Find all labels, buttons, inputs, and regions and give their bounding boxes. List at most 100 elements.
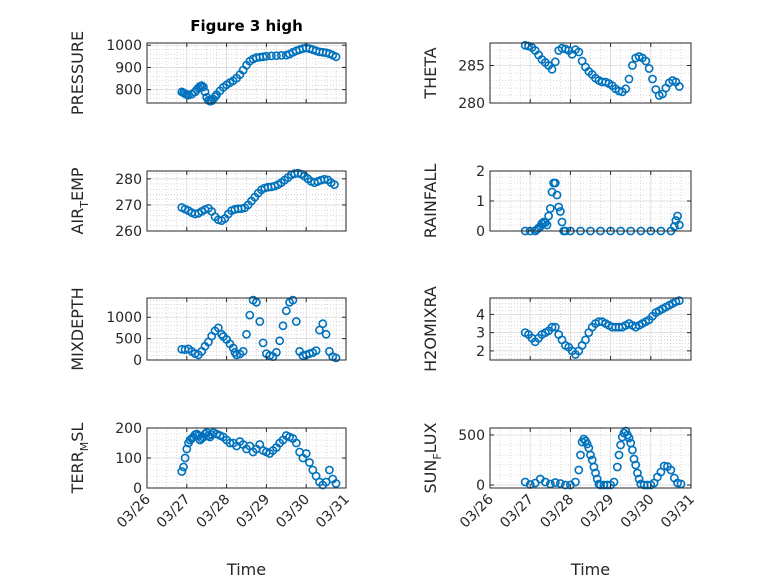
data-point xyxy=(674,82,684,91)
data-point xyxy=(673,211,682,221)
data-point xyxy=(321,329,331,339)
y-tick-label: 1000 xyxy=(106,310,142,326)
y-tick-label: 1000 xyxy=(106,38,142,54)
data-point xyxy=(669,222,679,231)
x-tick-label: 03/31 xyxy=(313,492,353,532)
x-tick-label: 03/31 xyxy=(658,492,698,532)
data-point xyxy=(616,440,625,450)
data-point xyxy=(557,217,567,227)
axes-frame xyxy=(489,297,692,361)
y-tick-label: 285 xyxy=(458,59,485,75)
subplot-air-temp: 260 270 280 AIRTEMP xyxy=(68,167,347,240)
data-point xyxy=(621,84,631,94)
data-point xyxy=(582,439,592,449)
data-point xyxy=(311,346,321,355)
data-point xyxy=(217,329,226,339)
x-tick-label: 03/28 xyxy=(537,492,577,532)
data-point xyxy=(261,51,271,61)
data-point xyxy=(278,321,288,331)
y-axis-label: TERRMSL xyxy=(68,423,91,495)
data-point xyxy=(276,51,286,60)
scatter-series xyxy=(177,168,339,225)
scatter-series xyxy=(177,428,341,490)
data-point xyxy=(554,202,564,212)
y-tick-label: 4 xyxy=(476,307,485,323)
data-point xyxy=(271,347,281,357)
data-point xyxy=(641,56,651,66)
y-tick-label: 100 xyxy=(115,451,142,467)
data-point xyxy=(550,322,560,332)
subplot-pressure: 800 900 1000 PRESSURE xyxy=(68,31,347,115)
data-point xyxy=(281,306,291,316)
data-point xyxy=(542,220,552,230)
data-point xyxy=(251,297,261,307)
x-tick-label: 03/29 xyxy=(578,492,618,532)
scatter-series xyxy=(520,296,684,359)
data-point xyxy=(629,454,639,464)
data-point xyxy=(550,478,560,487)
data-point xyxy=(589,462,599,472)
axes-frame xyxy=(146,42,347,104)
y-axis-label: SUNFLUX xyxy=(421,422,444,493)
data-point xyxy=(634,474,644,484)
subplot-rainfall: 0 1 2 RAINFALL xyxy=(421,164,692,240)
data-point xyxy=(544,211,553,221)
data-point xyxy=(644,64,654,73)
subplot-mixdepth: 0 500 1000 MIXDEPTH xyxy=(68,287,347,371)
data-point xyxy=(550,178,560,188)
data-point xyxy=(674,220,684,230)
data-point xyxy=(574,465,584,475)
x-tick-label: 03/29 xyxy=(233,492,273,532)
y-axis-label: PRESSURE xyxy=(68,31,87,115)
y-tick-label: 800 xyxy=(115,83,142,99)
data-point xyxy=(271,51,281,61)
data-point xyxy=(633,468,642,478)
data-point xyxy=(275,336,285,346)
data-point xyxy=(200,87,210,97)
y-axis-label: H2OMIXRA xyxy=(421,286,440,372)
y-tick-label: 500 xyxy=(115,332,142,348)
data-point xyxy=(288,295,298,305)
scatter-series xyxy=(520,40,684,100)
data-point xyxy=(547,322,557,332)
y-tick-label: 0 xyxy=(133,481,142,497)
data-point xyxy=(266,51,276,61)
data-point xyxy=(586,450,595,460)
data-point xyxy=(561,480,570,490)
x-tick-label: 03/30 xyxy=(618,492,658,532)
data-point xyxy=(666,465,676,475)
data-point xyxy=(331,479,341,488)
x-tick-label: 03/26 xyxy=(114,491,154,531)
data-point xyxy=(631,460,641,470)
y-tick-label: 2 xyxy=(476,164,485,180)
y-tick-label: 2 xyxy=(476,344,485,360)
data-point xyxy=(238,346,248,356)
axes-frame xyxy=(489,427,692,489)
y-tick-label: 500 xyxy=(458,428,485,444)
data-point xyxy=(545,204,555,213)
subplot-sun-flux: 0 500 SUNFLUX 03/26 03/27 03/28 03/29 03/30 03/3… xyxy=(421,422,698,579)
x-axis-label: Time xyxy=(226,560,266,579)
data-point xyxy=(305,458,314,467)
data-point xyxy=(648,74,657,84)
y-tick-label: 0 xyxy=(133,353,142,369)
data-point xyxy=(258,52,268,62)
data-point xyxy=(318,319,328,329)
y-tick-label: 200 xyxy=(115,421,142,437)
data-point xyxy=(581,335,590,345)
data-point xyxy=(179,462,188,472)
data-point xyxy=(258,338,268,348)
data-point xyxy=(180,453,190,463)
data-point xyxy=(556,207,565,216)
y-axis-label: RAINFALL xyxy=(421,164,440,239)
data-point xyxy=(177,467,187,476)
y-tick-label: 0 xyxy=(476,224,485,240)
scatter-series xyxy=(520,426,686,490)
data-point xyxy=(614,450,624,460)
data-point xyxy=(291,438,301,448)
data-point xyxy=(520,477,530,487)
data-point xyxy=(576,450,585,460)
data-point xyxy=(612,462,622,472)
figure-title: Figure 3 high xyxy=(190,17,303,35)
